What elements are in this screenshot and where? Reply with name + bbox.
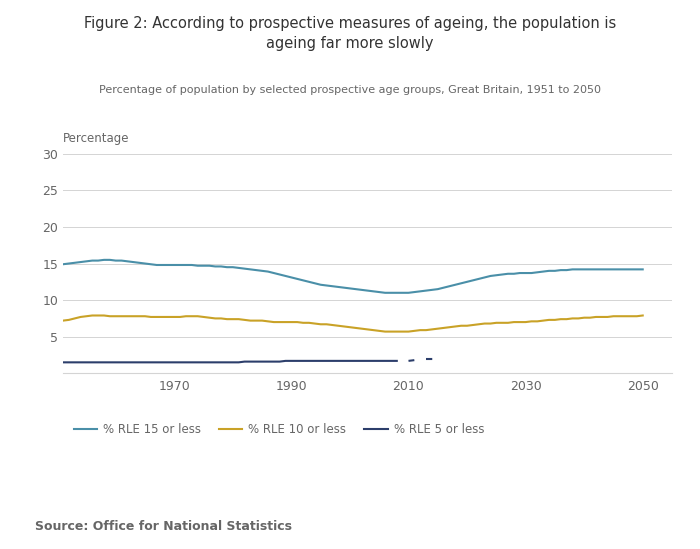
Legend: % RLE 15 or less, % RLE 10 or less, % RLE 5 or less: % RLE 15 or less, % RLE 10 or less, % RL… [69,419,489,441]
% RLE 10 or less [621,313,629,320]
% RLE 10 or less [638,312,647,319]
% RLE 15 or less [621,266,629,273]
% RLE 5 or less [281,357,290,364]
% RLE 5 or less [59,359,67,366]
% RLE 15 or less [416,288,424,295]
% RLE 5 or less [311,357,319,364]
% RLE 10 or less [363,326,372,333]
% RLE 5 or less [393,357,401,364]
% RLE 10 or less [199,313,208,320]
Line: % RLE 10 or less: % RLE 10 or less [63,316,643,332]
% RLE 15 or less [603,266,612,273]
% RLE 15 or less [363,287,372,294]
% RLE 15 or less [199,262,208,269]
% RLE 15 or less [638,266,647,273]
Line: % RLE 15 or less: % RLE 15 or less [63,260,643,293]
Line: % RLE 5 or less: % RLE 5 or less [63,361,397,362]
% RLE 10 or less [603,313,612,320]
% RLE 15 or less [176,262,184,268]
Text: Percentage of population by selected prospective age groups, Great Britain, 1951: Percentage of population by selected pro… [99,85,601,95]
% RLE 5 or less [381,357,389,364]
% RLE 5 or less [287,357,295,364]
% RLE 15 or less [381,289,389,296]
Text: Figure 2: According to prospective measures of ageing, the population is
ageing : Figure 2: According to prospective measu… [84,16,616,51]
% RLE 15 or less [59,261,67,267]
Text: Source: Office for National Statistics: Source: Office for National Statistics [35,519,292,533]
% RLE 5 or less [141,359,149,366]
Text: Percentage: Percentage [63,132,130,145]
% RLE 10 or less [59,317,67,324]
% RLE 10 or less [416,327,424,333]
% RLE 5 or less [346,357,354,364]
% RLE 5 or less [135,359,143,366]
% RLE 15 or less [100,256,108,263]
% RLE 10 or less [176,313,184,320]
% RLE 10 or less [88,312,97,319]
% RLE 10 or less [381,328,389,335]
